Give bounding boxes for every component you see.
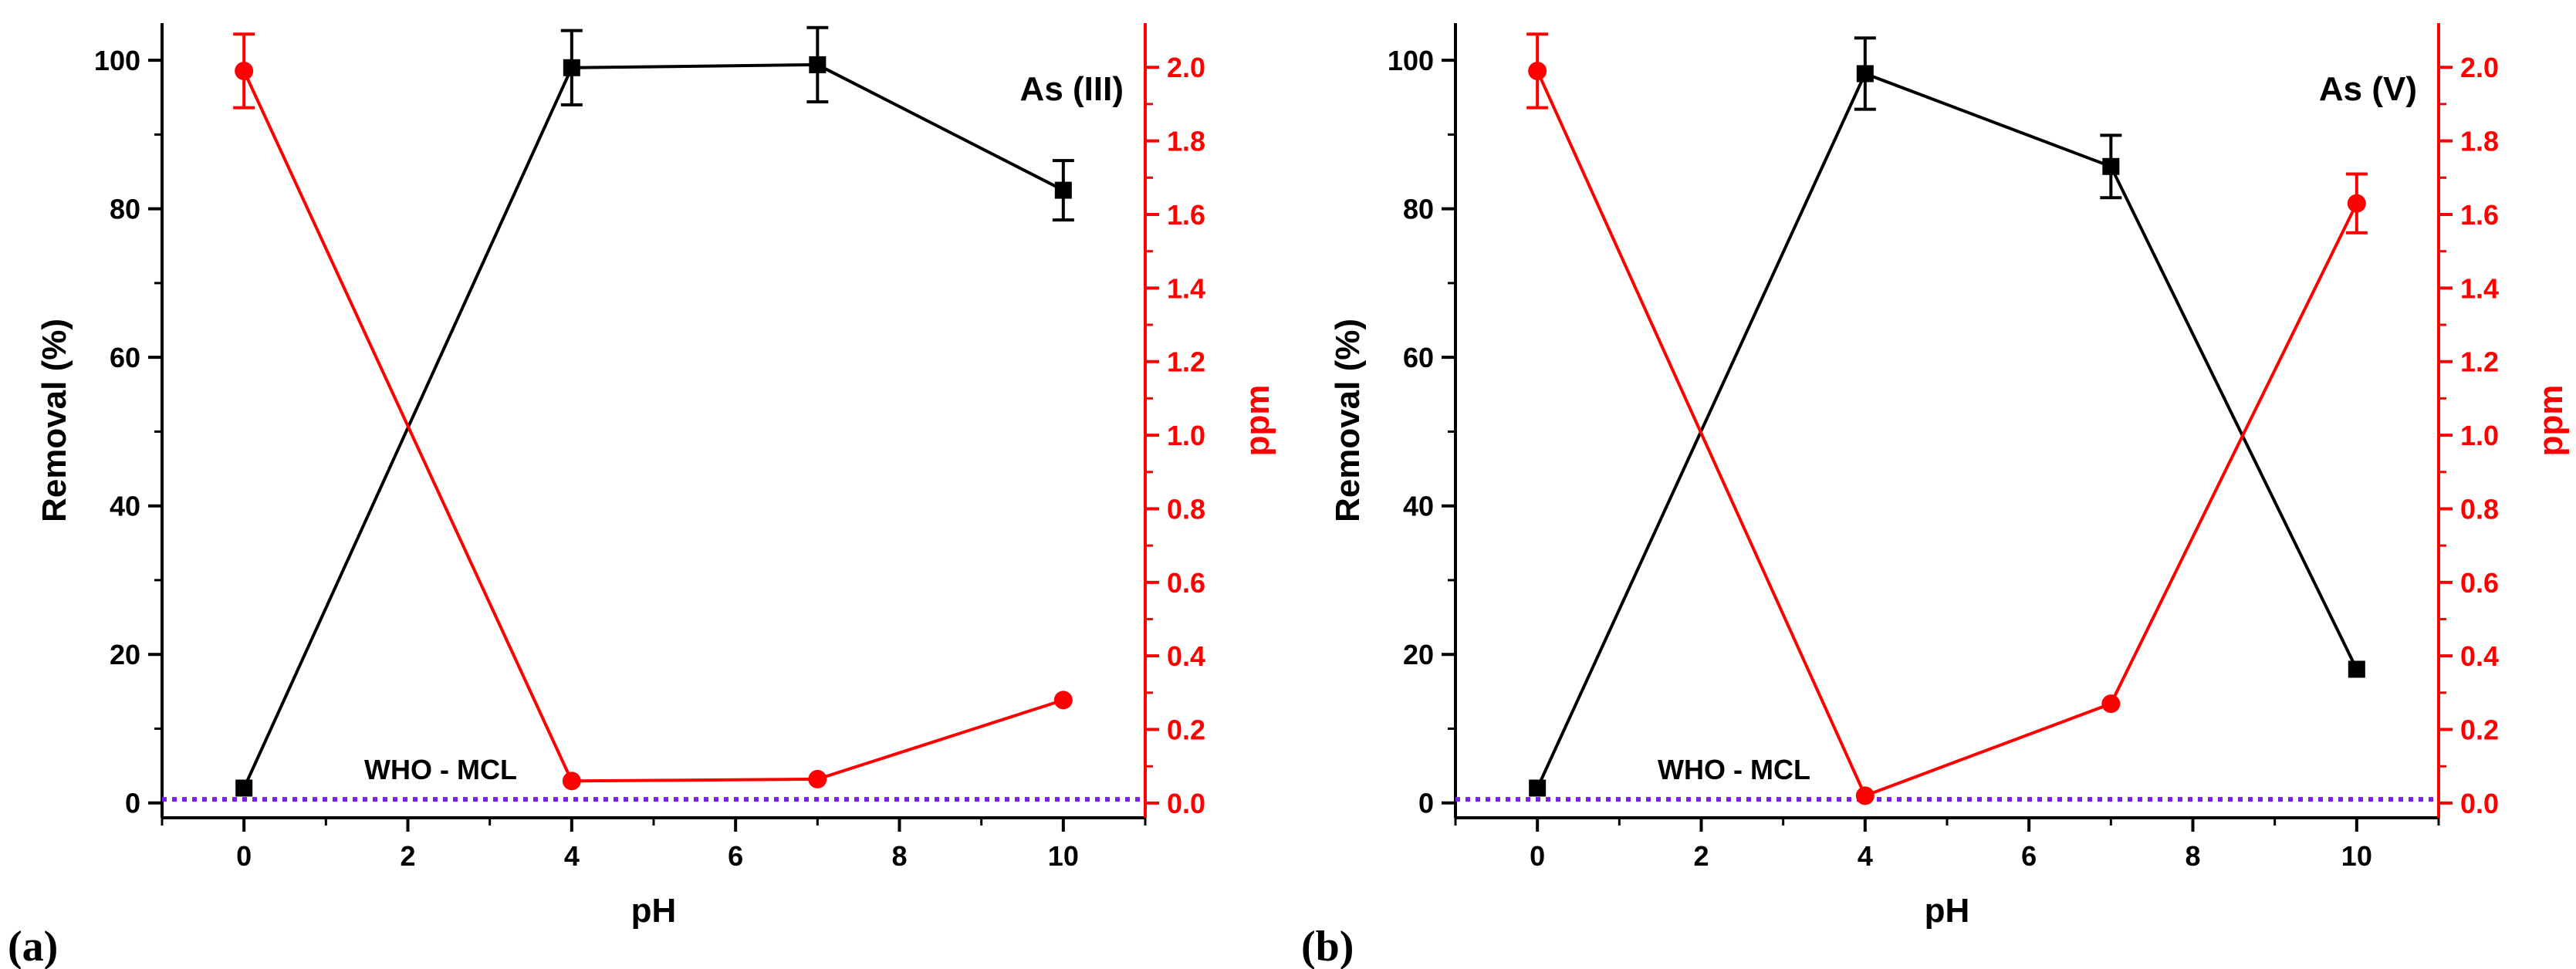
y-tick-label-right: 0.8 [2460,493,2499,525]
y-axis-title-right: ppm [2532,385,2570,457]
chart-title: As (V) [2319,70,2417,108]
y-tick-label-right: 1.2 [2460,346,2499,378]
y-tick-label-right: 1.6 [1167,199,1205,231]
removal-point [235,779,253,797]
y-tick-label-right: 0.0 [2460,788,2499,819]
x-tick-label: 8 [2185,840,2200,872]
x-tick-label: 8 [891,840,907,872]
x-tick-label: 2 [1693,840,1709,872]
y-tick-label-right: 1.4 [2460,272,2499,304]
y-tick-label-right: 1.2 [1167,346,1205,378]
y-tick-label-right: 1.8 [2460,126,2499,157]
who-mcl-label: WHO - MCL [1658,754,1810,785]
x-tick-label: 10 [2341,840,2372,872]
y-tick-label-right: 0.4 [2460,640,2499,672]
y-axis-title-right: ppm [1239,385,1276,457]
removal-point [1529,779,1547,797]
y-tick-label-right: 1.0 [1167,420,1205,451]
y-tick-label-right: 0.8 [1167,493,1205,525]
ppm-point [235,61,254,80]
y-axis-title-left: Removal (%) [35,319,73,522]
removal-point [1856,65,1874,83]
ppm-point [808,769,827,788]
removal-point [2348,660,2365,678]
x-tick-label: 6 [2021,840,2037,872]
ppm-line [242,70,1064,783]
y-tick-label-left: 80 [110,194,140,225]
y-tick-label-left: 40 [110,491,140,522]
y-tick-label-right: 0.2 [1167,714,1205,746]
panel-label: (b) [1301,923,1354,969]
removal-point [563,59,580,76]
y-tick-label-right: 1.8 [1167,126,1205,157]
y-tick-label-left: 100 [94,45,140,76]
y-tick-label-right: 1.6 [2460,199,2499,231]
removal-point [2102,157,2120,175]
x-tick-label: 4 [564,840,580,872]
chart-title: As (III) [1020,70,1124,108]
y-tick-label-right: 0.4 [1167,640,1205,672]
who-mcl-label: WHO - MCL [364,754,517,785]
chart-panel-a: 0 2 4 6 8 100204060801000.00.20.40.60.81.01.2… [8,23,1276,969]
y-tick-label-right: 1.0 [2460,420,2499,451]
ppm-point [2347,194,2366,213]
series-ppm [1526,32,2368,805]
ppm-point [2101,694,2121,714]
series-removal [235,25,1074,797]
y-tick-label-right: 2.0 [1167,52,1205,83]
y-tick-label-right: 0.6 [1167,567,1205,599]
y-tick-label-left: 0 [125,788,140,819]
x-tick-label: 6 [728,840,743,872]
x-tick-label: 10 [1048,840,1079,872]
series-removal [1529,36,2365,797]
x-tick-label: 2 [400,840,415,872]
ppm-point [1528,61,1547,80]
panel-label: (a) [8,923,58,969]
y-tick-label-left: 0 [1418,788,1434,819]
ppm-point [1855,786,1875,805]
ppm-line [1536,70,2358,798]
y-tick-label-left: 100 [1388,45,1434,76]
y-tick-label-left: 20 [110,639,140,670]
ppm-point [562,771,581,791]
y-tick-label-left: 60 [1403,342,1434,373]
chart-panel-b: 0 2 4 6 8 100204060801000.00.20.40.60.81.01.2… [1301,23,2570,969]
y-axis-title-left: Removal (%) [1329,319,1367,522]
x-axis-title: pH [1925,892,1970,930]
x-tick-label: 0 [1530,840,1545,872]
removal-point [809,56,827,73]
x-axis-title: pH [631,892,677,930]
y-tick-label-left: 80 [1403,194,1434,225]
y-tick-label-left: 20 [1403,639,1434,670]
y-tick-label-left: 40 [1403,491,1434,522]
y-tick-label-right: 2.0 [2460,52,2499,83]
y-tick-label-right: 0.6 [2460,567,2499,599]
y-tick-label-right: 1.4 [1167,272,1205,304]
x-tick-label: 0 [236,840,252,872]
y-tick-label-left: 60 [110,342,140,373]
removal-point [1054,181,1072,199]
ppm-point [1053,690,1073,710]
y-tick-label-right: 0.0 [1167,788,1205,819]
removal-line [1536,71,2358,789]
removal-line [242,62,1064,789]
y-tick-label-right: 0.2 [2460,714,2499,746]
x-tick-label: 4 [1858,840,1873,872]
series-ppm [233,32,1073,791]
